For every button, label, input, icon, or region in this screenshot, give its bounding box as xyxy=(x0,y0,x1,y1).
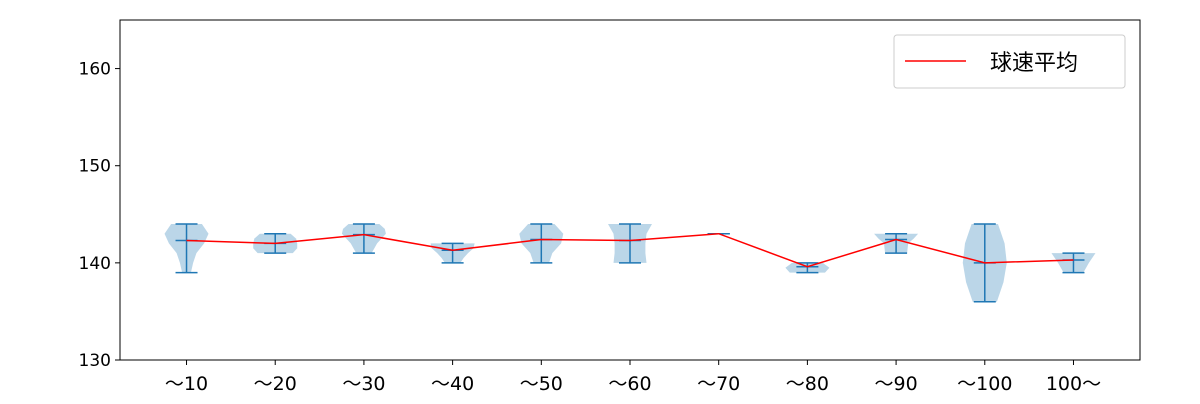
x-tick-label: ～80 xyxy=(786,373,829,395)
x-tick-label: ～20 xyxy=(254,373,297,395)
x-tick-label: ～30 xyxy=(342,373,385,395)
x-tick-label: ～50 xyxy=(520,373,563,395)
y-tick-label: 130 xyxy=(79,351,111,371)
x-tick-label: 100～ xyxy=(1046,373,1101,395)
mean-line-group xyxy=(186,232,1074,268)
violins xyxy=(164,223,1096,303)
x-tick-label: ～40 xyxy=(431,373,474,395)
x-tick-label: ～90 xyxy=(874,373,917,395)
x-tick-label: ～100 xyxy=(957,373,1012,395)
mean-speed-line xyxy=(186,232,1074,268)
x-tick-label: ～70 xyxy=(697,373,740,395)
x-axis: ～10 ～20 ～30 ～40 ～50 ～60 ～70 ～80 ～90 ～100 100～ xyxy=(165,360,1101,395)
legend-label: 球速平均 xyxy=(990,51,1078,76)
legend: 球速平均 xyxy=(893,34,1126,89)
legend-box xyxy=(893,34,1126,89)
y-tick-label: 140 xyxy=(79,254,111,274)
y-axis: 130 140 150 160 xyxy=(79,60,120,371)
y-tick-label: 150 xyxy=(79,157,111,177)
x-tick-label: ～10 xyxy=(165,373,208,395)
y-tick-label: 160 xyxy=(79,60,111,80)
x-tick-label: ～60 xyxy=(608,373,651,395)
